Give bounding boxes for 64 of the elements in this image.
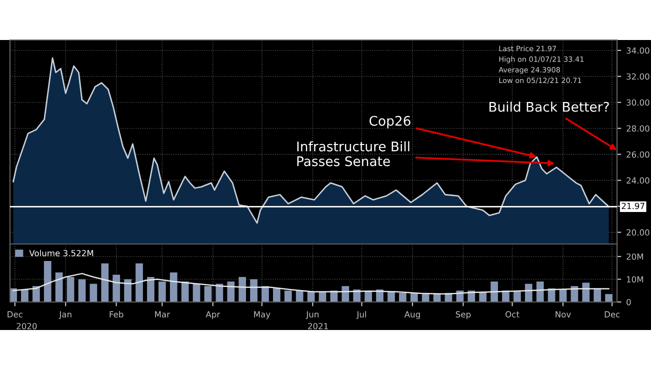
ref-line-label: 21.97 [622,202,644,210]
bar [398,292,406,302]
bar [582,282,590,302]
bar [238,276,246,302]
bar [605,294,612,302]
y-tick-label: 20.00 [626,229,650,236]
annotation: Cop26 [370,116,410,128]
bar [216,284,224,302]
bar [147,276,154,302]
y-tick-label: 26.00 [626,151,650,158]
x-tick-label: Jan [58,311,72,320]
bar [536,282,544,302]
bar [342,286,350,302]
x-tick-label: May [254,311,270,320]
bar [170,272,178,302]
bar [124,279,132,302]
bar [262,286,269,302]
y-tick-label: 20M [626,253,644,260]
y-tick-label: 24.00 [626,177,650,184]
bar [227,282,235,302]
x-tick-label: Feb [110,311,124,318]
bar [422,294,430,302]
bar [66,276,74,302]
x-tick-label: Aug [404,311,420,320]
bar [250,279,258,302]
bar [284,290,292,302]
x-tick-label: Oct [506,311,520,318]
bar [44,261,52,302]
bar [594,288,602,302]
y-tick-label: 28.00 [626,125,650,132]
y-tick-label: 34.00 [626,47,650,54]
x-tick-label: Apr [206,311,220,320]
bar [388,292,395,302]
bar [55,272,63,302]
text: 2021 [308,322,328,330]
y-tick-label: 32.00 [626,73,650,80]
y-tick-label: 30.00 [626,99,650,106]
bar [90,284,98,302]
bar [78,279,86,302]
bar [524,284,532,302]
annotation: Infrastructure Bill Passes Senate [297,141,410,166]
x-tick-label: Dec [8,311,22,318]
legend-label: Volume 3.522M [29,250,94,256]
bar [296,290,304,302]
line-series [12,272,610,295]
bar [112,274,120,302]
y-tick-label: 0 [626,298,631,306]
annotation: Build Back Better? [489,102,609,112]
bar [158,282,166,302]
bar [204,286,212,302]
bar [101,263,109,302]
x-tick-label: Sep [456,311,471,320]
x-tick-label: Jun [306,311,318,320]
bar [32,286,40,302]
x-tick-label: Jul [356,311,366,320]
bar [273,288,280,302]
bar [136,263,143,302]
bar [21,289,28,302]
x-tick-label: Nov [556,311,571,318]
y-tick-label: 10M [626,276,644,283]
bar [490,282,498,302]
x-tick-label: Mar [155,311,170,318]
x-tick-label: Dec [604,311,620,318]
text: 2020 [16,322,37,330]
